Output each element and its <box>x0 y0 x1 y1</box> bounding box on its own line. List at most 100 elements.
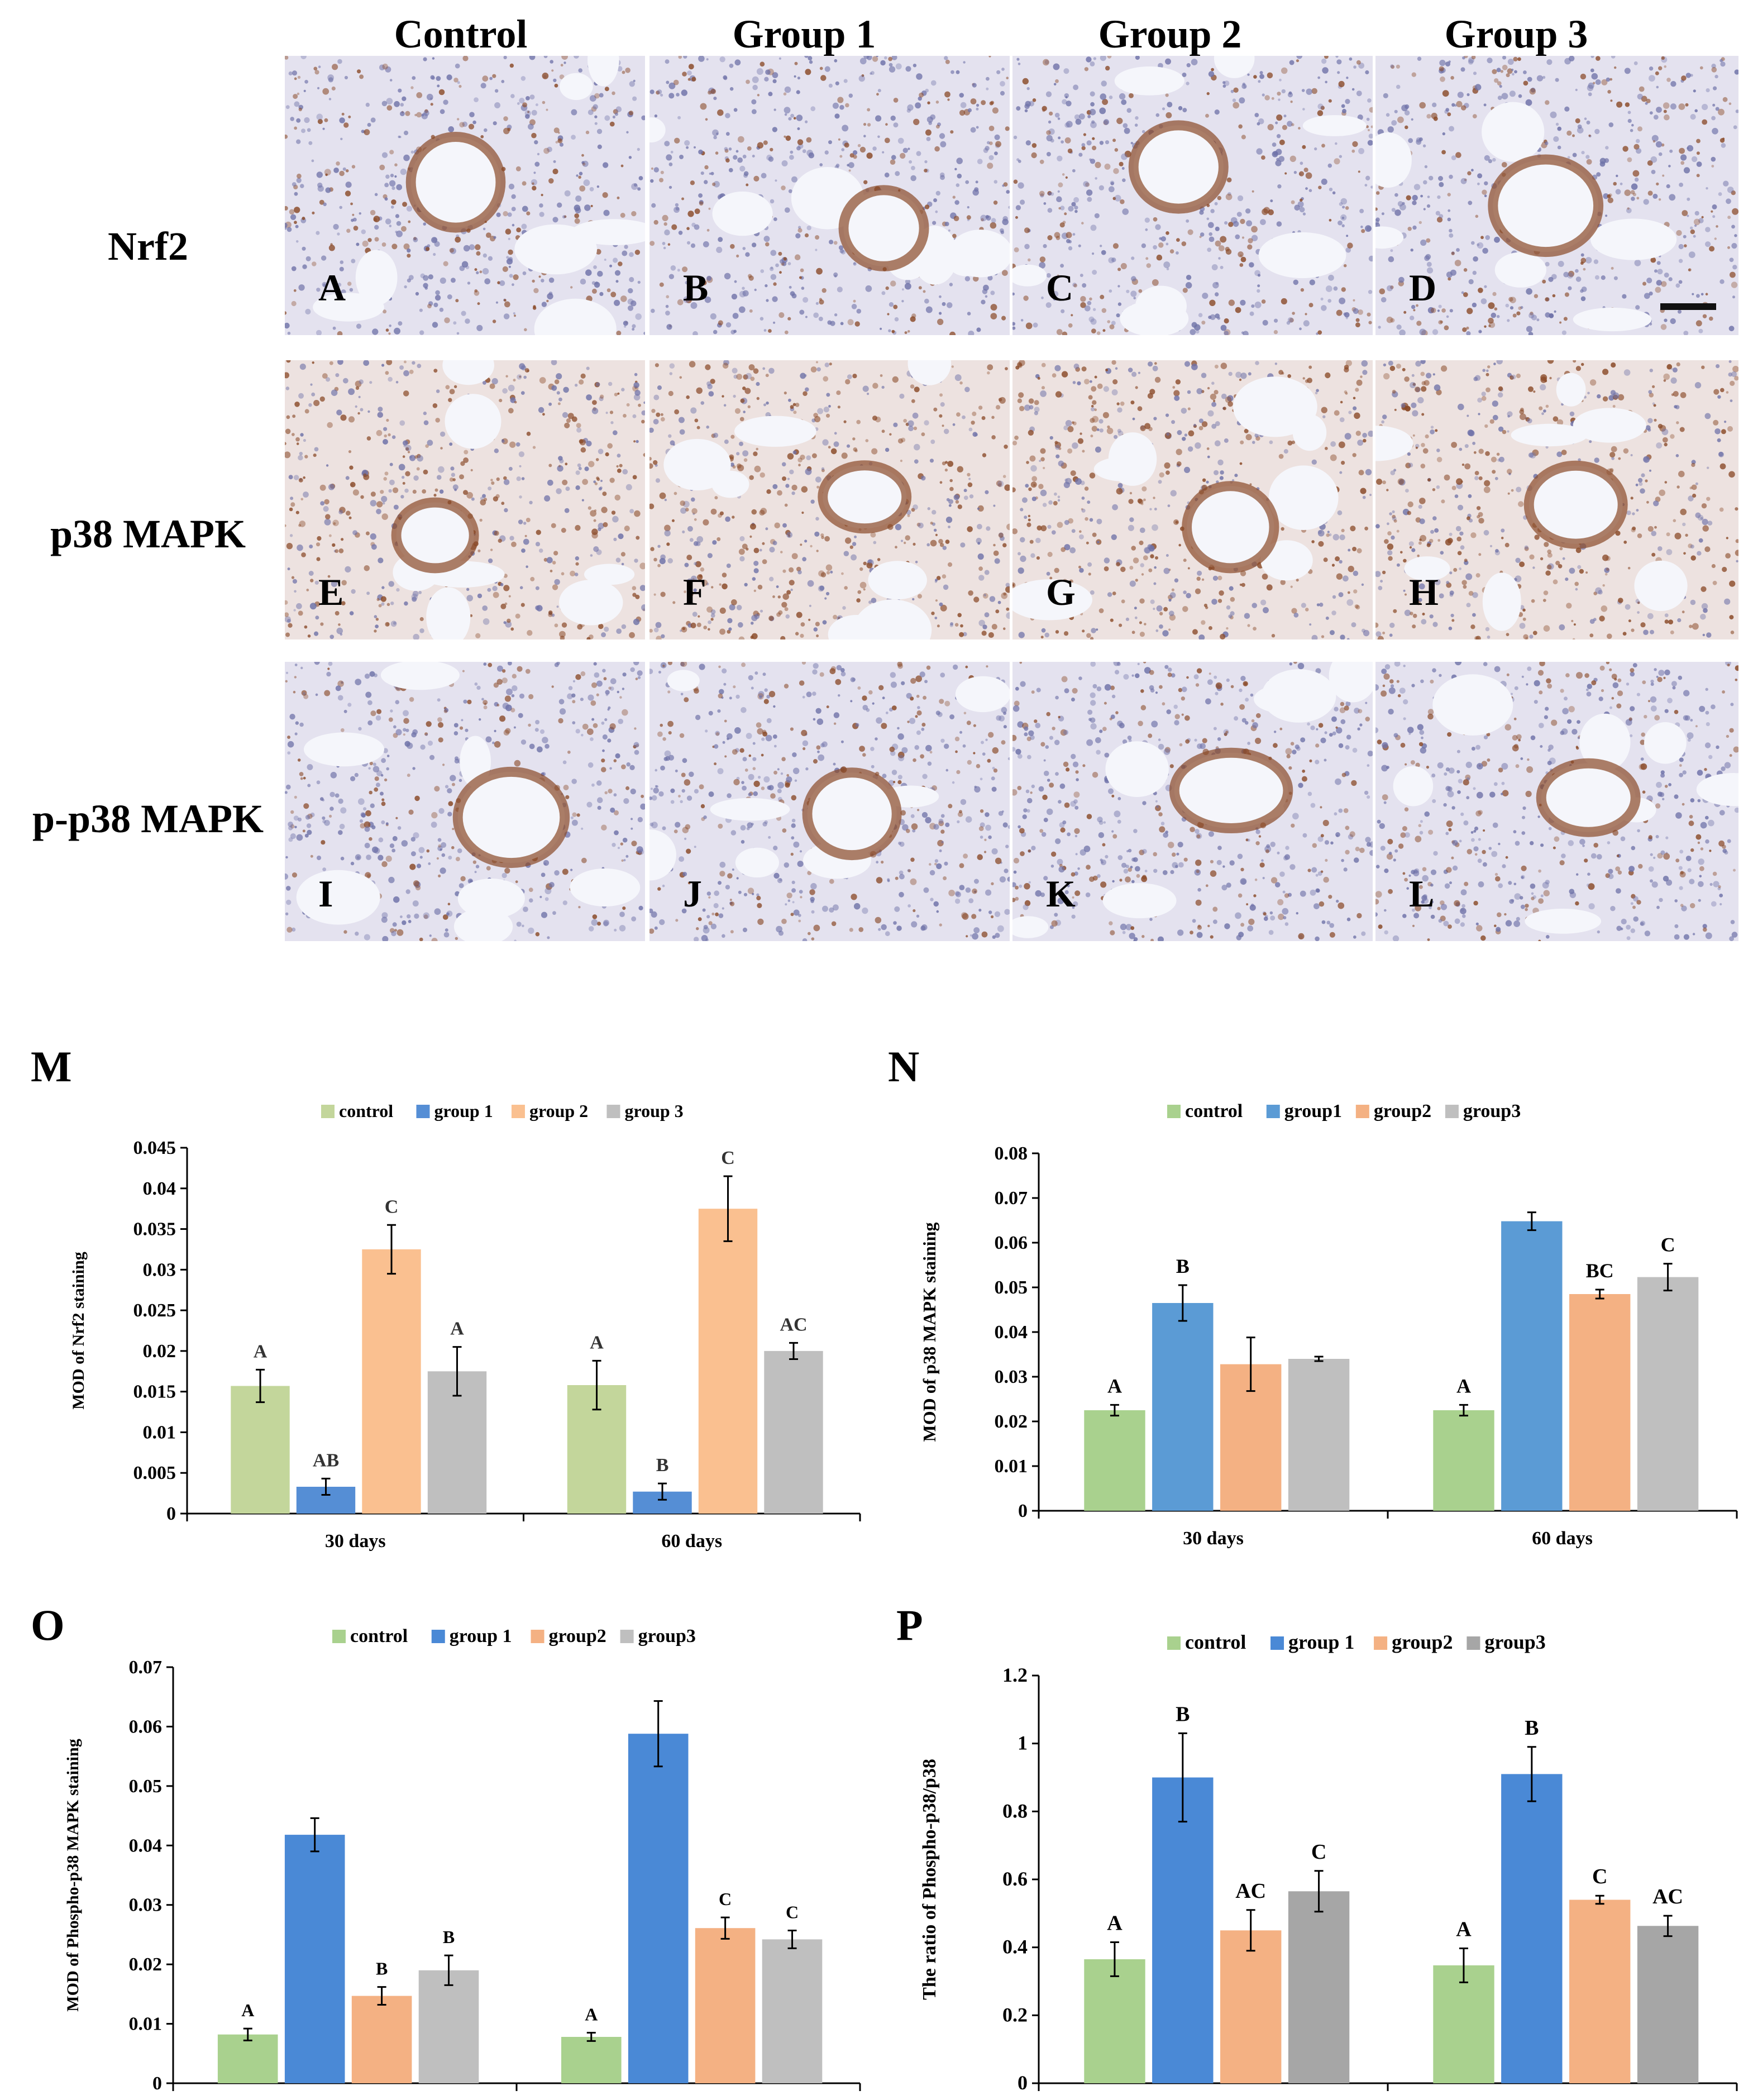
significance-label: C <box>721 1148 735 1168</box>
micrograph-panel-i: I <box>285 662 645 941</box>
bar-group1-1 <box>1501 1221 1563 1511</box>
legend-swatch <box>531 1630 544 1643</box>
category-label: 60 days <box>661 1531 722 1552</box>
y-tick-label: 0.035 <box>133 1219 176 1240</box>
bar-group1-0 <box>1152 1777 1214 2083</box>
micrograph-panel-d: D <box>1375 56 1738 335</box>
tissue-texture <box>649 56 1010 335</box>
category-label: 30 days <box>1183 1528 1244 1549</box>
significance-label: AC <box>780 1314 807 1335</box>
significance-label: AB <box>313 1450 339 1471</box>
bar-group2-0 <box>362 1249 421 1514</box>
bar-group3-1 <box>764 1350 823 1514</box>
legend-swatch <box>332 1630 346 1643</box>
y-axis-label: MOD of p38 MAPK staining <box>919 1223 939 1442</box>
micrograph-panel-a: A <box>285 56 645 335</box>
significance-label: B <box>1525 1716 1539 1740</box>
legend-swatch <box>1167 1105 1181 1118</box>
tissue-texture <box>1375 56 1738 335</box>
bar-group3-0 <box>1288 1359 1350 1511</box>
y-tick-label: 0.04 <box>129 1835 163 1856</box>
legend-entry: control <box>1185 1101 1243 1121</box>
significance-label: B <box>1176 1255 1190 1277</box>
micrograph-panel-c: C <box>1012 56 1373 335</box>
column-title-group1: Group 1 <box>732 12 876 56</box>
tissue-texture <box>649 662 1010 941</box>
bar-group1-1 <box>628 1734 689 2083</box>
panel-label-n: N <box>888 1042 920 1091</box>
category-label: 30 days <box>1179 2098 1247 2100</box>
category-label: 60 days <box>656 2099 720 2100</box>
panel-letter: C <box>1046 266 1074 309</box>
bar-group2-0 <box>351 1996 412 2083</box>
y-tick-label: 0.03 <box>143 1259 176 1280</box>
chart-n-p38: 0 0.01 0.02 0.03 0.04 0.05 0.06 0.07 0.08 MOD of … <box>919 1101 1738 1549</box>
bar-control-1 <box>1433 1965 1494 2083</box>
bar-group1-0 <box>284 1835 345 2083</box>
panel-label-m: M <box>31 1042 72 1091</box>
panel-letter: I <box>318 872 333 915</box>
panel-letter: H <box>1409 571 1439 613</box>
significance-label: A <box>1456 1374 1471 1397</box>
bar-group3-0 <box>1288 1891 1350 2083</box>
micrograph-panel-g: G <box>1012 360 1373 639</box>
significance-label: A <box>585 2004 598 2025</box>
tissue-texture <box>1012 662 1373 941</box>
significance-label: A <box>254 1341 268 1362</box>
panel-letter: K <box>1046 872 1076 915</box>
tissue-texture <box>1375 360 1738 639</box>
legend-entry: group 2 <box>529 1101 588 1121</box>
bar-control-0 <box>231 1386 290 1514</box>
panel-letter: A <box>318 266 346 309</box>
legend-entry: control <box>339 1101 393 1121</box>
y-tick-label: 0 <box>152 2073 162 2094</box>
significance-label: B <box>443 1927 455 1947</box>
chart-o-phospho-p38: 0 0.01 0.02 0.03 0.04 0.05 0.06 0.07 MOD of Phos… <box>64 1626 861 2100</box>
legend-swatch <box>416 1105 430 1118</box>
y-tick-label: 0 <box>1018 1501 1028 1521</box>
bar-control-0 <box>217 2034 278 2083</box>
y-tick-label: 0.08 <box>995 1143 1028 1164</box>
chart-p-ratio: 0 0.2 0.4 0.6 0.8 1 1.2 The ratio of Phospho-p3… <box>919 1631 1738 2100</box>
y-axis-label: MOD of Nrf2 staining <box>69 1252 88 1409</box>
significance-label: B <box>656 1455 669 1476</box>
significance-label: C <box>1661 1234 1675 1256</box>
category-label: 60 days <box>1528 2098 1596 2100</box>
y-tick-label: 1.2 <box>1002 1664 1028 1686</box>
legend-swatch <box>1266 1105 1280 1118</box>
y-tick-label: 0.05 <box>995 1277 1028 1298</box>
tissue-texture <box>285 56 645 335</box>
bar-group2-1 <box>1569 1294 1631 1511</box>
tissue-texture <box>285 662 645 941</box>
micrograph-panel-l: L <box>1375 662 1738 941</box>
significance-label: C <box>719 1889 732 1909</box>
bar-group3-1 <box>762 1939 823 2083</box>
legend-swatch <box>606 1105 620 1118</box>
significance-label: A <box>1107 1374 1122 1397</box>
tissue-texture <box>649 360 1010 639</box>
legend-swatch <box>1467 1636 1480 1650</box>
micrograph-panel-j: J <box>649 662 1010 941</box>
scale-bar <box>1660 303 1716 310</box>
significance-label: AC <box>1235 1879 1266 1903</box>
significance-label: A <box>1456 1917 1472 1941</box>
bar-group2-1 <box>695 1928 756 2083</box>
legend-entry: control <box>1185 1631 1246 1653</box>
y-axis-label: MOD of Phospho-p38 MAPK staining <box>64 1739 82 2011</box>
legend-swatch <box>511 1105 525 1118</box>
legend-swatch <box>1374 1636 1388 1650</box>
panel-letter: B <box>683 266 709 309</box>
y-tick-label: 0.015 <box>133 1382 176 1402</box>
y-tick-label: 0.06 <box>129 1716 163 1737</box>
y-tick-label: 0.4 <box>1002 1936 1028 1958</box>
legend-entry: group 1 <box>1288 1631 1354 1653</box>
legend-swatch <box>431 1630 445 1643</box>
legend-entry: group2 <box>549 1626 606 1646</box>
y-tick-label: 1 <box>1018 1732 1028 1754</box>
significance-label: C <box>1592 1865 1607 1888</box>
panel-letter: L <box>1409 872 1435 915</box>
bar-group2-1 <box>1569 1899 1631 2083</box>
y-tick-label: 0.04 <box>995 1322 1028 1343</box>
legend-entry: group3 <box>638 1626 696 1646</box>
bar-control-1 <box>561 2037 622 2083</box>
